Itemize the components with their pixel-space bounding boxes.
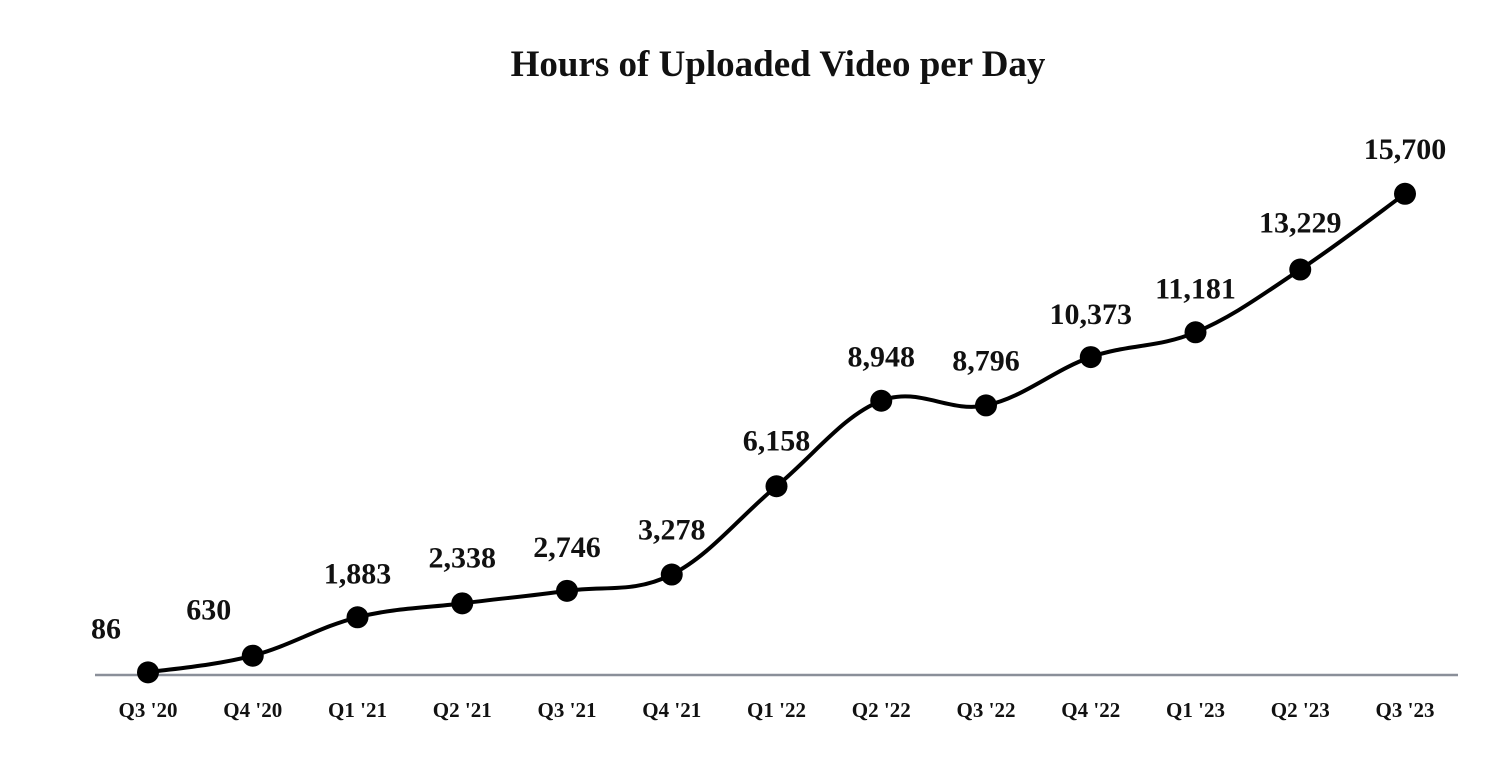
data-label: 630 <box>186 594 231 627</box>
data-point <box>660 563 683 586</box>
x-tick-label: Q2 '22 <box>852 698 911 722</box>
data-label-layer: 86 630 1,883 2,338 2,746 3,278 6,158 8,948 8,796… <box>91 133 1446 646</box>
data-point <box>1289 258 1312 281</box>
x-tick-label: Q4 '22 <box>1061 698 1120 722</box>
x-tick-label: Q4 '21 <box>642 698 701 722</box>
data-label: 8,796 <box>952 344 1020 377</box>
data-label: 2,746 <box>533 531 601 564</box>
data-label: 8,948 <box>848 341 916 374</box>
chart-title: Hours of Uploaded Video per Day <box>511 44 1046 85</box>
x-tick-label: Q1 '21 <box>328 698 387 722</box>
data-point <box>451 592 474 615</box>
data-label: 6,158 <box>743 424 811 457</box>
data-point <box>137 661 159 684</box>
data-point <box>241 644 264 667</box>
x-tick-label: Q3 '20 <box>119 698 178 722</box>
x-tick-layer: Q3 '20 Q4 '20 Q1 '21 Q2 '21 Q3 '21 Q4 '21 Q1 '… <box>119 698 1435 722</box>
data-point <box>346 606 369 629</box>
x-tick-label: Q2 '21 <box>433 698 492 722</box>
data-label: 1,883 <box>324 557 392 590</box>
data-label: 10,373 <box>1050 298 1133 331</box>
data-point <box>975 394 997 417</box>
data-point <box>765 475 788 498</box>
data-point <box>1394 182 1416 205</box>
data-point <box>870 389 893 412</box>
x-tick-label: Q1 '22 <box>747 698 806 722</box>
x-tick-label: Q3 '23 <box>1376 698 1435 722</box>
data-point-layer <box>137 182 1416 684</box>
x-tick-label: Q4 '20 <box>223 698 282 722</box>
x-tick-label: Q3 '21 <box>538 698 597 722</box>
x-tick-label: Q1 '23 <box>1166 698 1225 722</box>
data-label: 86 <box>91 612 121 645</box>
data-label: 2,338 <box>429 541 497 574</box>
data-label: 11,181 <box>1155 272 1236 305</box>
data-label: 13,229 <box>1259 207 1342 240</box>
data-point <box>1079 346 1102 369</box>
x-tick-label: Q3 '22 <box>957 698 1016 722</box>
data-point <box>1184 321 1207 344</box>
data-point <box>556 579 578 602</box>
data-label: 3,278 <box>638 514 706 547</box>
x-tick-label: Q2 '23 <box>1271 698 1330 722</box>
data-label: 15,700 <box>1364 133 1447 166</box>
